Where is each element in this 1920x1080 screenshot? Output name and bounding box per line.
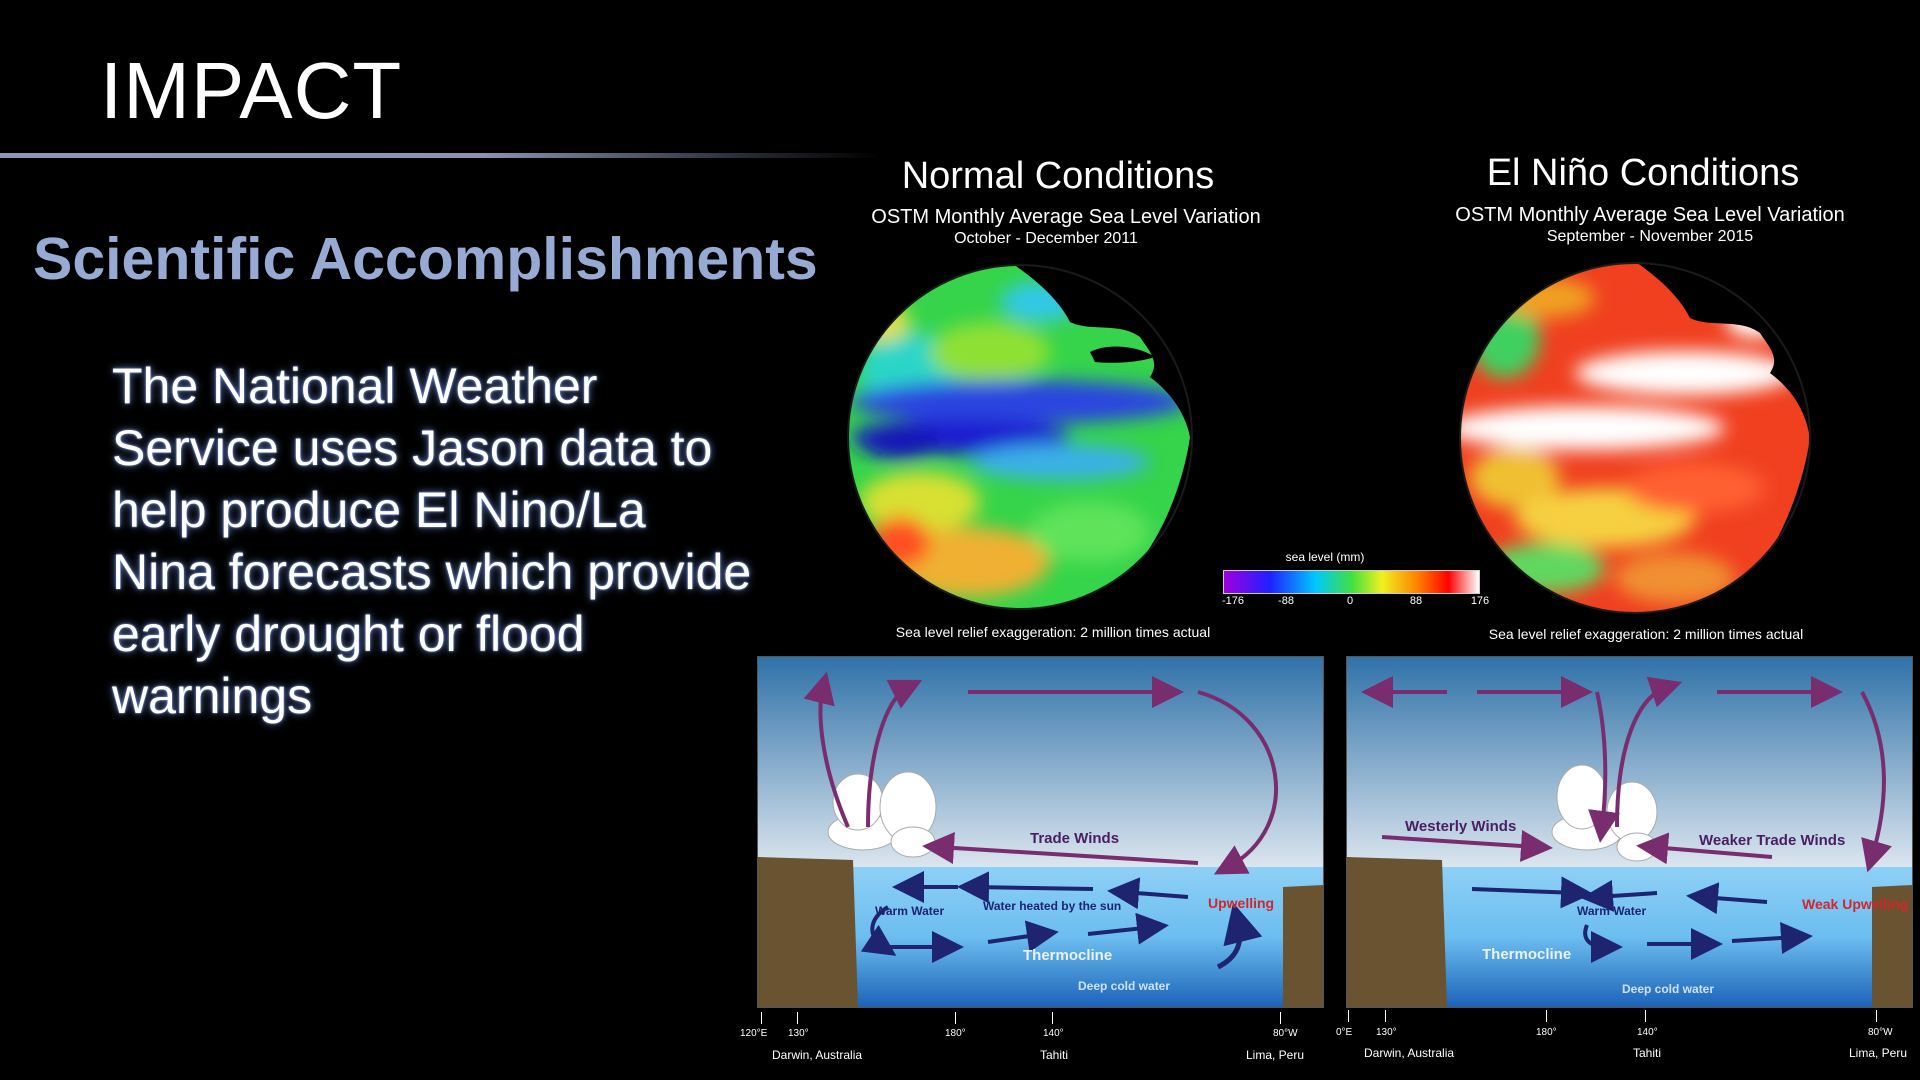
- axis-tick-mark: [1876, 1010, 1877, 1022]
- thermocline-label: Thermocline: [1482, 946, 1571, 963]
- axis-tick-mark: [1348, 1010, 1349, 1022]
- axis-tick-mark: [1645, 1010, 1646, 1022]
- colorbar: [1223, 570, 1480, 594]
- normal-walker-circulation-diagram: Trade Winds Warm Water Water heated by t…: [757, 656, 1324, 1008]
- axis-tick-label: 140°: [1043, 1028, 1064, 1039]
- axis-tick-label: 80°W: [1868, 1027, 1893, 1038]
- deep-cold-water-label: Deep cold water: [1078, 979, 1170, 993]
- axis-tick-label: 80°W: [1273, 1028, 1298, 1039]
- title-divider: [0, 153, 880, 158]
- place-label-tahiti: Tahiti: [1040, 1048, 1069, 1062]
- weaker-trade-winds-label: Weaker Trade Winds: [1699, 832, 1845, 849]
- normal-map-title: Normal Conditions: [901, 155, 1215, 197]
- axis-tick-label: 120°E: [740, 1028, 768, 1039]
- deep-cold-water-label: Deep cold water: [1622, 982, 1714, 996]
- normal-map-exaggeration: Sea level relief exaggeration: 2 million…: [895, 624, 1211, 640]
- warm-water-label: Warm Water: [1577, 904, 1646, 918]
- axis-tick-label: 130°: [1376, 1027, 1397, 1038]
- place-label-darwin: Darwin, Australia: [1364, 1046, 1455, 1060]
- elnino-walker-circulation-diagram: Westerly Winds Weaker Trade Winds Warm W…: [1346, 656, 1913, 1008]
- warm-water-label: Warm Water: [875, 904, 944, 918]
- body-paragraph: The National Weather Service uses Jason …: [112, 358, 752, 724]
- heated-water-label: Water heated by the sun: [983, 899, 1121, 913]
- weak-upwelling-label: Weak Upwelling: [1802, 896, 1908, 912]
- place-label-darwin: Darwin, Australia: [772, 1048, 863, 1062]
- axis-tick-mark: [1385, 1010, 1386, 1022]
- elnino-map-subtitle: OSTM Monthly Average Sea Level Variation: [1455, 204, 1845, 226]
- axis-tick-label: 140°: [1637, 1027, 1658, 1038]
- axis-tick-mark: [1280, 1012, 1281, 1024]
- elnino-map-exaggeration: Sea level relief exaggeration: 2 million…: [1488, 626, 1804, 642]
- place-label-lima: Lima, Peru: [1849, 1046, 1908, 1060]
- colorbar-tick: -176: [1221, 595, 1245, 607]
- axis-tick-label: 130°: [788, 1028, 809, 1039]
- normal-sea-level-globe: [847, 262, 1220, 610]
- axis-tick-label: 180°: [945, 1028, 966, 1039]
- elnino-sea-level-globe: [1459, 258, 1835, 614]
- place-label-lima: Lima, Peru: [1246, 1048, 1305, 1062]
- axis-tick-label: 0°E: [1336, 1027, 1353, 1038]
- elnino-map-date: September - November 2015: [1546, 228, 1754, 245]
- axis-tick-label: 180°: [1536, 1027, 1557, 1038]
- axis-tick-mark: [761, 1012, 762, 1024]
- colorbar-tick: 0: [1346, 595, 1354, 607]
- colorbar-tick: 176: [1470, 595, 1490, 607]
- axis-tick-mark: [1546, 1010, 1547, 1022]
- trade-winds-label: Trade Winds: [1030, 830, 1119, 847]
- upwelling-label: Upwelling: [1208, 895, 1274, 911]
- axis-tick-mark: [1052, 1012, 1053, 1024]
- section-heading: Scientific Accomplishments: [33, 226, 818, 292]
- normal-map-subtitle: OSTM Monthly Average Sea Level Variation: [871, 206, 1261, 228]
- axis-tick-mark: [955, 1012, 956, 1024]
- thermocline-label: Thermocline: [1023, 947, 1112, 964]
- colorbar-tick: 88: [1409, 595, 1423, 607]
- axis-tick-mark: [797, 1012, 798, 1024]
- normal-map-date: October - December 2011: [954, 230, 1138, 247]
- colorbar-label: sea level (mm): [1285, 550, 1365, 564]
- slide-title: IMPACT: [100, 46, 403, 135]
- elnino-map-title: El Niño Conditions: [1486, 152, 1800, 194]
- place-label-tahiti: Tahiti: [1633, 1046, 1662, 1060]
- colorbar-tick: -88: [1278, 595, 1294, 607]
- westerly-winds-label: Westerly Winds: [1405, 818, 1516, 835]
